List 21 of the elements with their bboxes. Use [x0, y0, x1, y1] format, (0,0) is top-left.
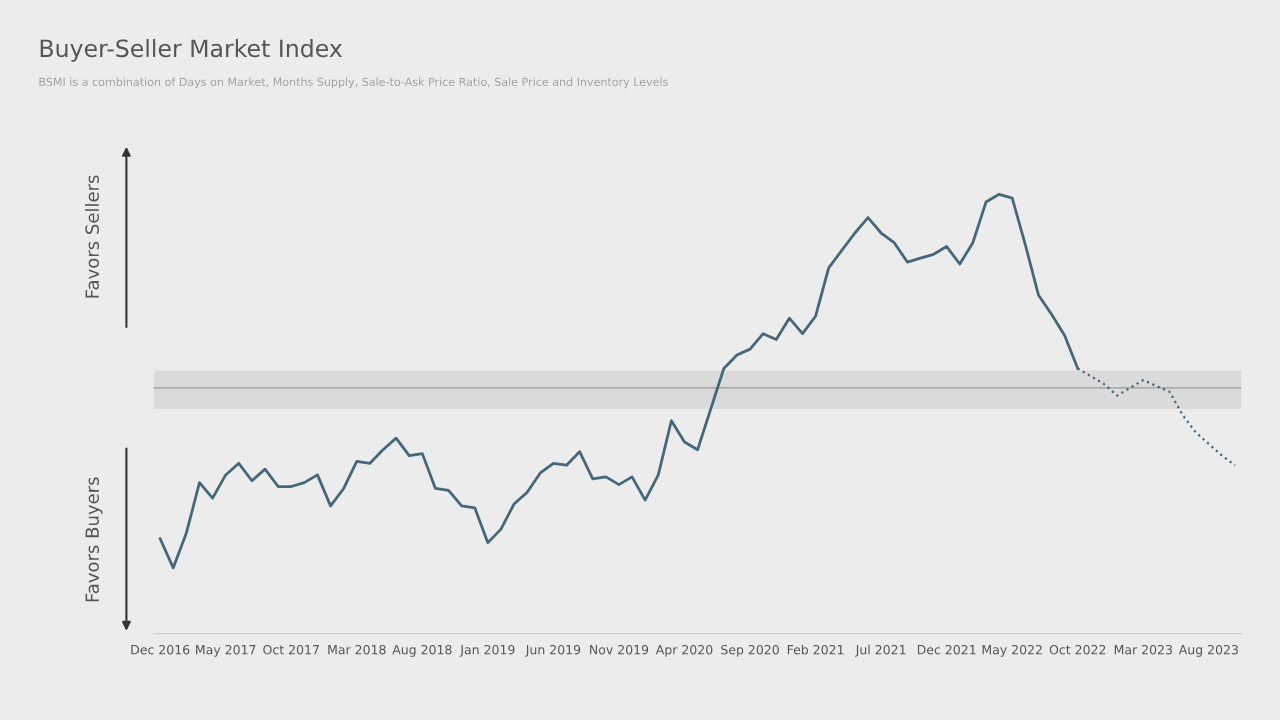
x-tick-label: Oct 2022 — [1049, 644, 1106, 655]
x-tick-label: Dec 2021 — [917, 644, 976, 655]
text: Favors Buyers — [85, 477, 103, 602]
x-tick-label: Aug 2018 — [392, 644, 452, 657]
x-tick-label: Apr 2020 — [655, 644, 713, 657]
x-tick-label: Jun 2019 — [525, 644, 581, 657]
x-tick-label: Oct 2017 — [263, 644, 319, 655]
x-tick-label: Aug 2023 — [1178, 644, 1238, 657]
chart-title: Buyer-Seller Market Index — [40, 38, 343, 62]
x-tick-label: Sep 2020 — [721, 644, 779, 657]
x-tick-label: Feb 2021 — [787, 644, 844, 655]
x-tick-label: May 2022 — [982, 644, 1042, 657]
x-tick-label: Mar 2018 — [328, 644, 386, 655]
x-tick-label: Jan 2019 — [459, 644, 515, 657]
x-tick-label: Nov 2019 — [590, 644, 649, 655]
chart-subtitle: BSMI is a combination of Days on Market, Months Supply, Sale-to-Ask Price Ratio, Sale Price and Inventory Levels — [39, 77, 668, 89]
x-tick-label: Mar 2023 — [1114, 644, 1172, 655]
x-tick-label: Jul 2021 — [855, 644, 906, 657]
x-tick-label: May 2017 — [196, 644, 256, 657]
text: Favors Sellers — [85, 175, 99, 298]
x-tick-label: Dec 2016 — [131, 644, 190, 655]
